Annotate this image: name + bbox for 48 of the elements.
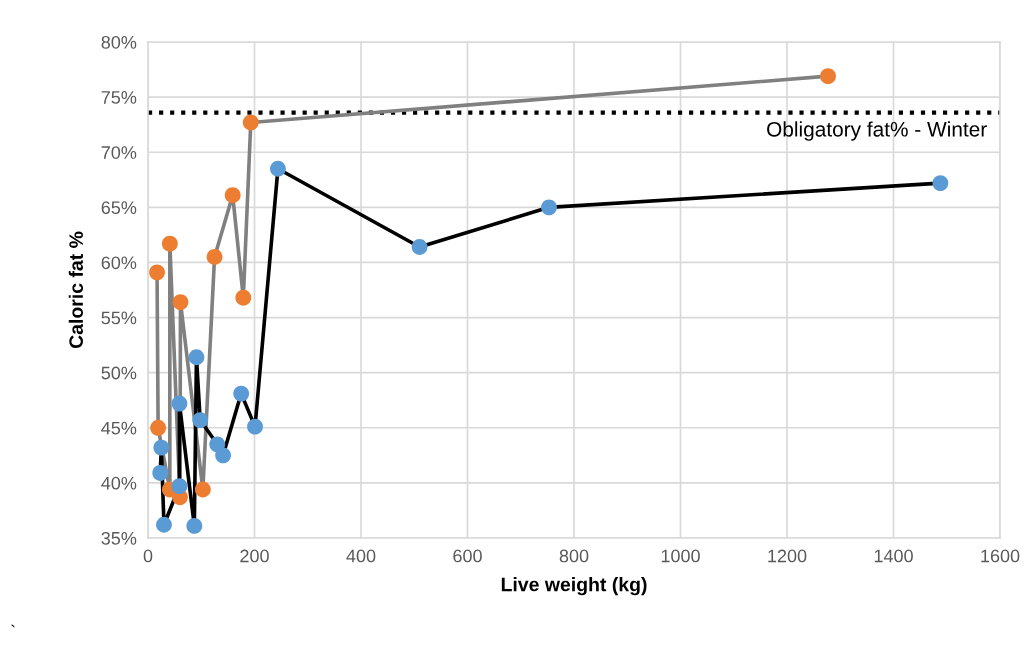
y-tick-label: 80% — [101, 35, 137, 49]
point — [215, 447, 231, 464]
point — [152, 465, 169, 481]
point — [242, 114, 259, 131]
y-tick-label: 75% — [101, 91, 137, 104]
point — [932, 175, 949, 191]
ref-line-label: Obligatory fat% - Winter — [767, 121, 987, 141]
x-tick-label: 1400 — [874, 549, 913, 563]
point — [541, 199, 557, 216]
point — [161, 235, 178, 252]
text: ` — [11, 624, 15, 628]
x-tick-label: 1200 — [768, 549, 807, 563]
y-tick-label: 35% — [101, 531, 137, 545]
point — [233, 385, 250, 402]
point — [192, 412, 209, 428]
point — [206, 249, 223, 265]
point — [235, 289, 252, 306]
point — [411, 239, 428, 255]
x-tick-label: 600 — [453, 549, 482, 563]
x-tick-label: 800 — [559, 549, 589, 563]
point — [247, 418, 263, 435]
point — [156, 516, 172, 533]
y-tick-label: 60% — [101, 256, 137, 270]
point — [153, 439, 170, 456]
y-tick-label: 55% — [101, 311, 137, 325]
x-tick-label: 1000 — [661, 549, 700, 563]
point — [186, 517, 203, 534]
point — [188, 349, 205, 366]
y-tick-label: 70% — [101, 146, 137, 159]
x-axis-title: Live weight (kg) — [501, 577, 647, 596]
y-tick-label: 45% — [101, 421, 137, 435]
point — [171, 395, 188, 412]
point — [194, 481, 211, 498]
x-tick-label: 400 — [346, 549, 376, 563]
x-tick-label: 1600 — [981, 549, 1020, 563]
y-tick-label: 65% — [101, 201, 137, 215]
y-tick-label: 50% — [101, 366, 137, 380]
point — [150, 419, 167, 436]
point — [171, 478, 188, 495]
point — [149, 264, 165, 281]
point — [172, 294, 189, 311]
point — [820, 68, 836, 85]
point — [224, 187, 241, 204]
x-tick-label: 200 — [240, 549, 269, 563]
y-axis-title: Caloric fat % — [68, 231, 84, 349]
point — [270, 160, 286, 177]
x-tick-label: 0 — [143, 549, 153, 563]
y-tick-label: 40% — [101, 476, 137, 490]
